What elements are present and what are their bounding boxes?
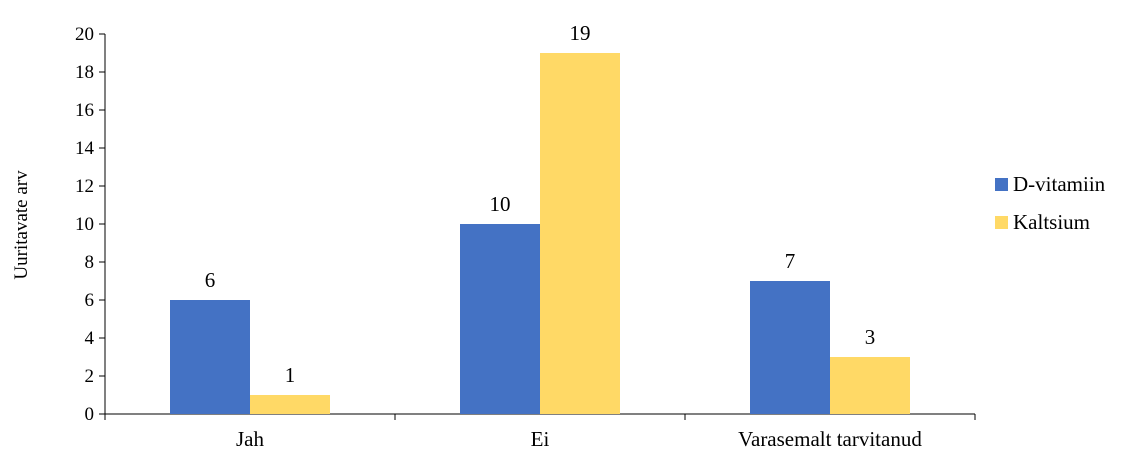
data-label: 6 (205, 268, 216, 292)
y-tick-label: 12 (75, 176, 94, 197)
data-label: 7 (785, 249, 796, 273)
x-tick-label: Ei (531, 427, 550, 451)
x-tick-label: Varasemalt tarvitanud (738, 427, 922, 451)
bar-d-vitamiin (170, 300, 250, 414)
y-axis-label: Uuritavate arv (11, 170, 32, 280)
bar-kaltsium (830, 357, 910, 414)
data-label: 3 (865, 325, 876, 349)
legend-label: D-vitamiin (1013, 172, 1106, 196)
x-tick-label: Jah (236, 427, 264, 451)
bar-kaltsium (250, 395, 330, 414)
bar-d-vitamiin (750, 281, 830, 414)
y-tick-label: 10 (75, 214, 94, 235)
y-tick-label: 16 (75, 100, 94, 121)
y-tick-label: 18 (75, 62, 94, 83)
legend-swatch (995, 178, 1008, 191)
legend: D-vitamiin Kaltsium (995, 172, 1106, 234)
legend-swatch (995, 216, 1008, 229)
data-label: 10 (490, 192, 511, 216)
y-tick-label: 8 (85, 252, 95, 273)
data-label: 19 (570, 21, 591, 45)
y-tick-label: 20 (75, 24, 94, 45)
y-tick-label: 14 (75, 138, 95, 159)
bar-d-vitamiin (460, 224, 540, 414)
y-tick-label: 2 (85, 366, 95, 387)
y-tick-label: 6 (85, 290, 95, 311)
y-tick-label: 4 (85, 328, 95, 349)
bars (170, 53, 910, 414)
bar-kaltsium (540, 53, 620, 414)
data-label: 1 (285, 363, 296, 387)
y-tick-label: 0 (85, 404, 95, 425)
legend-label: Kaltsium (1013, 210, 1090, 234)
data-labels: 6 1 10 19 7 3 (205, 21, 876, 387)
